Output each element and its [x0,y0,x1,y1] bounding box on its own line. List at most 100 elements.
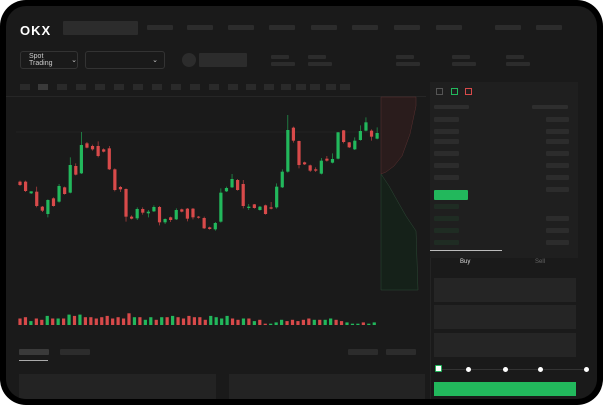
volume-bar [143,319,147,325]
market-type-select[interactable]: Spot Trading ⌄ [20,51,78,69]
chart-tool-button[interactable] [95,84,105,90]
orderbook-both-icon[interactable] [436,88,443,95]
chevron-down-icon: ⌄ [71,57,77,64]
chart-tool-button[interactable] [264,84,274,90]
chart-tool-button[interactable] [114,84,124,90]
volume-bar [252,321,256,325]
chart-tool-button[interactable] [326,84,336,90]
filter-button[interactable] [386,349,416,355]
nav-item[interactable] [228,25,254,30]
candle-body [291,127,296,141]
buy-button[interactable] [434,382,576,396]
candle-body [230,179,234,188]
nav-item[interactable] [187,25,213,30]
ask-price [434,129,459,134]
ask-price [434,175,459,180]
search-bar[interactable] [63,21,138,35]
chart-tool-button[interactable] [340,84,350,90]
chart-tool-button[interactable] [190,84,200,90]
chart-tool-button[interactable] [281,84,291,90]
candle-body [102,149,106,152]
volume-bar [18,318,22,325]
chart-tool-button[interactable] [246,84,256,90]
chart-tool-button[interactable] [152,84,162,90]
candle-body [213,223,217,230]
volume-bar [40,319,44,325]
percent-slider-handle[interactable] [435,365,442,372]
candle-body [135,209,139,219]
candle-body [236,180,240,190]
price-input[interactable] [434,278,576,302]
volume-bar [220,318,224,325]
nav-item[interactable] [436,25,462,30]
chart-tool-button[interactable] [20,84,30,90]
volume-bar [94,318,98,325]
volume-bar [345,322,349,325]
candlestick-chart[interactable] [6,6,597,399]
chart-tool-button[interactable] [209,84,219,90]
tab-buy[interactable]: Buy [460,259,471,265]
volume-bar [160,317,164,325]
candle-body [297,141,301,165]
orderbook-asks-icon[interactable] [465,88,472,95]
slider-step-25[interactable] [466,367,471,372]
nav-item[interactable] [311,25,337,30]
slider-step-50[interactable] [503,367,508,372]
total-input[interactable] [434,333,576,357]
okx-logo: OKX [20,23,52,38]
candle-body [35,191,39,206]
chart-tool-button[interactable] [171,84,181,90]
ask-size [546,151,569,156]
nav-item[interactable] [394,25,420,30]
nav-item[interactable] [269,25,295,30]
chart-tool-button[interactable] [310,84,320,90]
volume-bar [83,317,87,325]
slider-step-100[interactable] [584,367,589,372]
tab-order-history[interactable] [60,349,90,355]
volume-bar [192,317,196,325]
candle-body [152,207,156,212]
stat-label [308,55,326,59]
ask-size [546,139,569,144]
orderbook-bids-icon[interactable] [451,88,458,95]
chart-tool-button[interactable] [133,84,143,90]
chart-tool-button[interactable] [228,84,238,90]
volume-bar [329,318,333,325]
pair-select[interactable]: ⌄ [85,51,165,69]
volume-bar [34,318,38,325]
nav-item[interactable] [536,25,562,30]
volume-bar [269,323,273,325]
candle-body [258,206,262,210]
candle-body [375,133,379,139]
ask-price [434,117,459,122]
ask-size [546,175,569,180]
candle-body [202,218,206,229]
ask-price [434,163,459,168]
stat-label [506,55,524,59]
orderbook-header [532,105,568,109]
chart-tool-button[interactable] [76,84,86,90]
ask-size [546,163,569,168]
volume-bar [296,321,300,325]
volume-bar [121,318,126,325]
candle-body [141,209,145,213]
chart-tool-button[interactable] [57,84,67,90]
nav-item[interactable] [352,25,378,30]
volume-bar [339,321,344,325]
tab-sell[interactable]: Sell [535,259,546,265]
amount-input[interactable] [434,305,576,329]
percent-slider-track[interactable] [438,369,588,370]
slider-step-75[interactable] [538,367,543,372]
filter-button[interactable] [348,349,378,355]
active-tab-indicator [430,250,502,251]
chart-tool-button[interactable] [38,84,48,90]
candle-body [252,204,256,208]
nav-item[interactable] [495,25,521,30]
candle-body [96,146,100,156]
chart-tool-button[interactable] [296,84,306,90]
candle-body [113,169,117,190]
stat-value [452,62,476,66]
nav-item[interactable] [147,25,173,30]
tab-open-orders[interactable] [19,349,49,355]
candle-body [124,189,128,217]
